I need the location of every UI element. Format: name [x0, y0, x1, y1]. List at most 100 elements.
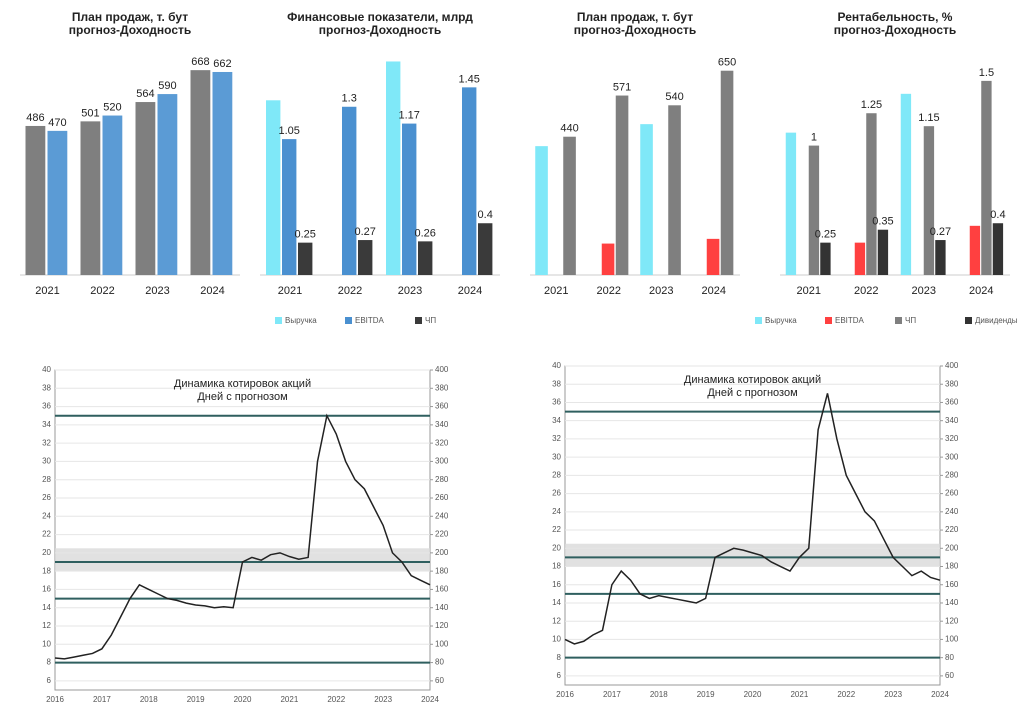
x-tick-label: 2023 [884, 690, 902, 699]
y2-tick-label: 120 [435, 621, 449, 630]
legend-swatch [965, 317, 972, 324]
y2-tick-label: 140 [945, 598, 959, 607]
y-tick-label: 10 [552, 635, 561, 644]
x-tick-label: 2021 [280, 695, 298, 704]
y-tick-label: 36 [552, 398, 561, 407]
x-tick-label: 2023 [145, 285, 169, 297]
band [565, 543, 940, 567]
x-tick-label: 2017 [603, 690, 621, 699]
chart-title: Динамика котировок акций [174, 378, 311, 390]
data-label: 1.25 [861, 99, 882, 111]
bar [535, 146, 548, 275]
y2-tick-label: 320 [945, 434, 959, 443]
data-label: 1.17 [398, 109, 419, 121]
y-tick-label: 34 [552, 416, 561, 425]
legend-label: Выручка [285, 316, 317, 325]
y2-tick-label: 80 [945, 653, 954, 662]
y-tick-label: 12 [552, 616, 561, 625]
y2-tick-label: 320 [435, 438, 449, 447]
chart-subtitle: Дней с прогнозом [707, 387, 797, 399]
data-label: 662 [213, 58, 231, 70]
y-tick-label: 40 [42, 365, 51, 374]
y-tick-label: 20 [552, 543, 561, 552]
y-tick-label: 22 [42, 530, 51, 539]
data-label: 0.4 [990, 209, 1005, 221]
bar [282, 139, 297, 275]
y-tick-label: 20 [42, 548, 51, 557]
plot-frame [54, 369, 431, 691]
x-tick-label: 2024 [458, 285, 482, 297]
bar [266, 100, 281, 275]
y-tick-label: 34 [42, 420, 51, 429]
bar [478, 223, 493, 275]
bar [720, 70, 734, 275]
y-tick-label: 16 [42, 585, 51, 594]
x-tick-label: 2023 [398, 285, 422, 297]
x-tick-label: 2016 [556, 690, 574, 699]
bar [157, 94, 178, 275]
legend-label: ЧП [905, 316, 916, 325]
y2-tick-label: 280 [435, 475, 449, 484]
bar [80, 121, 101, 275]
y-tick-label: 40 [552, 361, 561, 370]
y-tick-label: 12 [42, 621, 51, 630]
x-tick-label: 2019 [697, 690, 715, 699]
x-tick-label: 2024 [421, 695, 439, 704]
y-tick-label: 26 [552, 489, 561, 498]
x-tick-label: 2020 [234, 695, 252, 704]
bar [640, 124, 653, 276]
y-tick-label: 24 [552, 507, 561, 516]
y2-tick-label: 180 [435, 566, 449, 575]
y2-tick-label: 100 [435, 639, 449, 648]
data-label: 0.35 [872, 216, 893, 228]
y-tick-label: 16 [552, 580, 561, 589]
bar [402, 123, 417, 276]
x-tick-label: 2023 [912, 285, 936, 297]
chart-title: План продаж, т. бут [577, 10, 693, 24]
y2-tick-label: 260 [945, 489, 959, 498]
price-line [564, 393, 941, 645]
data-label: 564 [136, 88, 154, 100]
chart-title: Финансовые показатели, млрд [287, 10, 473, 24]
y2-tick-label: 240 [945, 507, 959, 516]
x-tick-label: 2021 [278, 285, 302, 297]
y-tick-label: 14 [552, 598, 561, 607]
y2-tick-label: 380 [435, 383, 449, 392]
x-tick-label: 2022 [327, 695, 345, 704]
legend-swatch [825, 317, 832, 324]
bar [900, 93, 912, 275]
bar [866, 113, 877, 275]
bar [601, 243, 615, 275]
data-label: 501 [81, 107, 99, 119]
y2-tick-label: 60 [435, 676, 444, 685]
chart-subtitle: прогноз-Доходность [834, 23, 957, 37]
x-tick-label: 2022 [90, 285, 114, 297]
x-tick-label: 2022 [854, 285, 878, 297]
y-tick-label: 6 [47, 676, 52, 685]
bar [969, 225, 981, 275]
y2-tick-label: 400 [945, 361, 959, 370]
x-tick-label: 2023 [374, 695, 392, 704]
y-tick-label: 14 [42, 603, 51, 612]
bar [808, 145, 820, 275]
bar [668, 105, 681, 276]
y-tick-label: 28 [42, 475, 51, 484]
y2-tick-label: 80 [435, 658, 444, 667]
y-tick-label: 30 [552, 452, 561, 461]
bar [212, 71, 233, 275]
y-tick-label: 38 [552, 379, 561, 388]
legend-swatch [415, 317, 422, 324]
x-tick-label: 2018 [650, 690, 668, 699]
data-label: 520 [103, 101, 121, 113]
y-tick-label: 28 [552, 470, 561, 479]
data-label: 668 [191, 56, 209, 68]
y2-tick-label: 400 [435, 365, 449, 374]
y2-tick-label: 140 [435, 603, 449, 612]
legend-label: Выручка [765, 316, 797, 325]
bar [563, 136, 576, 275]
y2-tick-label: 160 [435, 585, 449, 594]
y2-tick-label: 180 [945, 562, 959, 571]
bar [785, 132, 797, 275]
chart-title: Рентабельность, % [838, 10, 953, 24]
y2-tick-label: 160 [945, 580, 959, 589]
